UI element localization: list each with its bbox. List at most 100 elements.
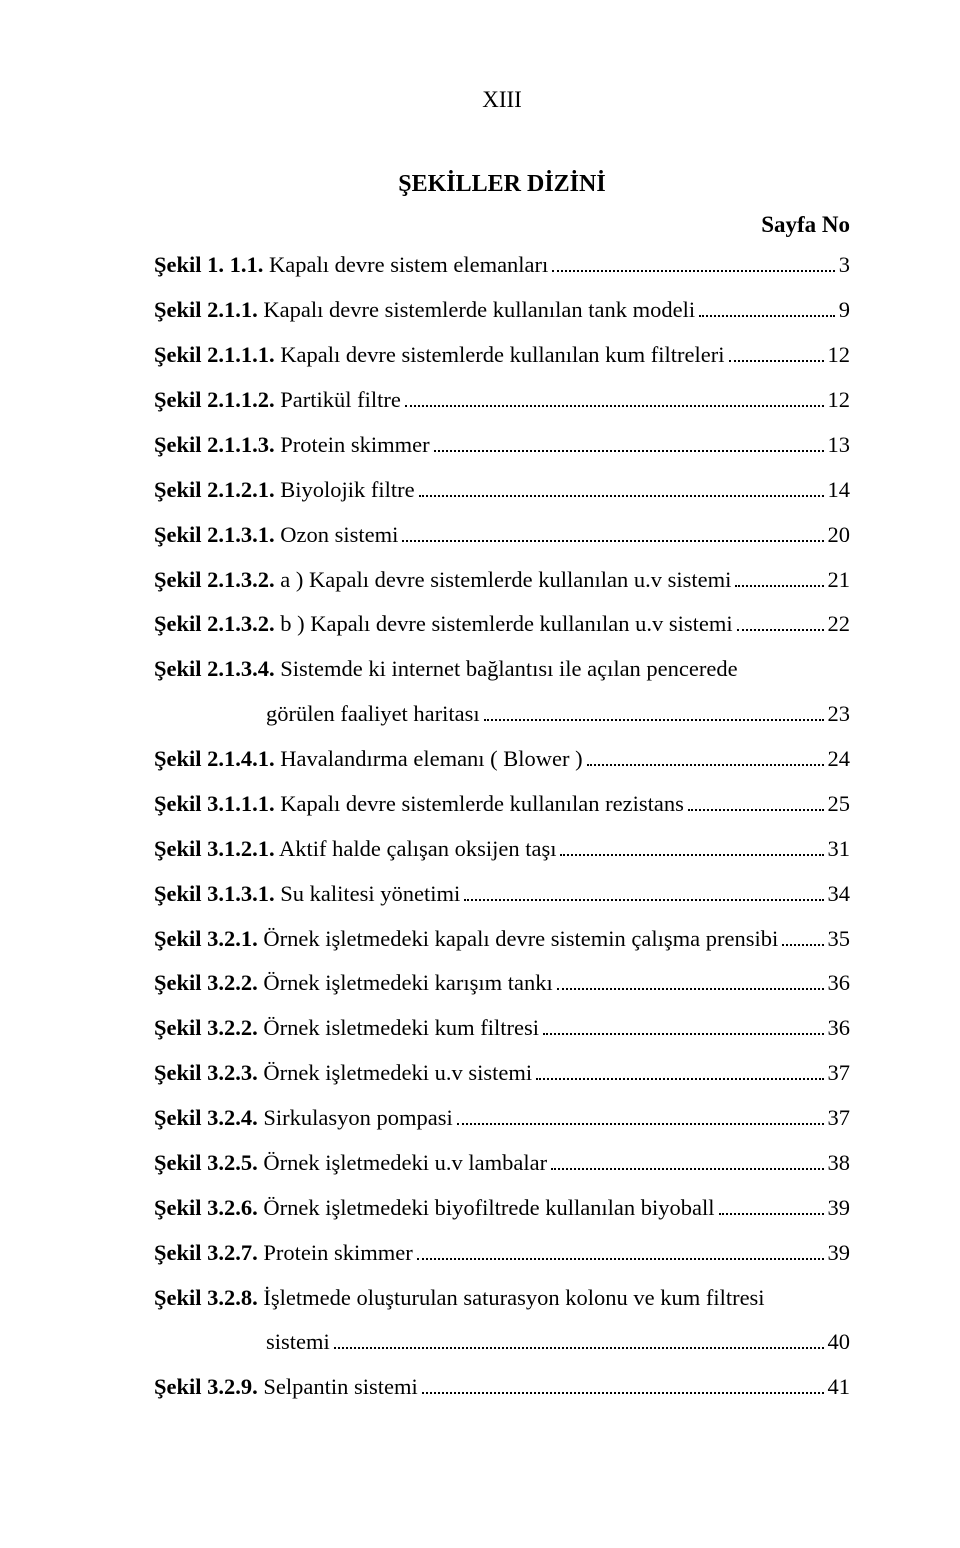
toc-entry-title: Selpantin sistemi [258,1374,418,1399]
page-roman-numeral: XIII [154,82,850,118]
toc-entry-title: Kapalı devre sistem elemanları [263,252,548,277]
toc-leader-dots [434,450,824,452]
toc-entry-title: Kapalı devre sistemlerde kullanılan tank… [258,297,695,322]
page-no-header: Sayfa No [154,207,850,243]
toc-entry-page: 31 [828,832,851,867]
toc-entry-page: 37 [828,1101,851,1136]
toc-entry: Şekil 3.2.5. Örnek işletmedeki u.v lamba… [154,1146,850,1181]
toc-entry-number: Şekil 3.2.4. [154,1105,258,1130]
toc-entry: Şekil 2.1.4.1. Havalandırma elemanı ( Bl… [154,742,850,777]
toc-entry-page: 40 [828,1325,851,1360]
toc-entry: Şekil 2.1.1.1. Kapalı devre sistemlerde … [154,338,850,373]
document-page: XIII ŞEKİLLER DİZİNİ Sayfa No Şekil 1. 1… [0,0,960,1548]
toc-entry-title: Örnek işletmedeki u.v lambalar [258,1150,547,1175]
toc-leader-dots [402,540,823,542]
toc-leader-dots [587,764,824,766]
toc-leader-dots [729,360,824,362]
toc-leader-dots [419,495,824,497]
toc-entry-page: 24 [828,742,851,777]
toc-entry-page: 35 [828,922,851,957]
toc-entry: Şekil 3.1.2.1. Aktif halde çalışan oksij… [154,832,850,867]
toc-entry: Şekil 3.1.1.1. Kapalı devre sistemlerde … [154,787,850,822]
toc-entry-title: Sirkulasyon pompasi [258,1105,453,1130]
toc-entry-number: Şekil 2.1.1.3. [154,432,275,457]
toc-leader-dots [560,854,823,856]
toc-entry-number: Şekil 2.1.1.2. [154,387,275,412]
toc-entry-title: Protein skimmer [258,1240,413,1265]
toc-entry-number: Şekil 2.1.3.2. [154,611,275,636]
toc-entry-page: 25 [828,787,851,822]
toc-entry-number: Şekil 2.1.2.1. [154,477,275,502]
toc-leader-dots [551,1168,823,1170]
toc-entry-page: 22 [828,607,851,642]
toc-leader-dots [552,270,834,272]
toc-leader-dots [735,585,823,587]
figures-toc: Şekil 1. 1.1. Kapalı devre sistem eleman… [154,248,850,1405]
toc-entry: Şekil 2.1.3.2. a ) Kapalı devre sistemle… [154,563,850,598]
toc-entry-title: Örnek işletmedeki u.v sistemi [258,1060,532,1085]
toc-entry-title: Kapalı devre sistemlerde kullanılan rezi… [275,791,684,816]
toc-entry-title: Havalandırma elemanı ( Blower ) [275,746,583,771]
toc-entry: Şekil 2.1.1.2. Partikül filtre12 [154,383,850,418]
toc-entry: Şekil 3.1.3.1. Su kalitesi yönetimi 34 [154,877,850,912]
toc-entry-number: Şekil 3.1.3.1. [154,881,275,906]
toc-entry-title: Biyolojik filtre [275,477,415,502]
toc-leader-dots [457,1123,824,1125]
toc-entry-title-continuation: görülen faaliyet haritası [266,697,480,732]
toc-entry-number: Şekil 1. 1.1. [154,252,263,277]
toc-entry-page: 20 [828,518,851,553]
toc-entry-number: Şekil 2.1.3.4. [154,656,275,681]
toc-entry-page: 39 [828,1236,851,1271]
toc-leader-dots [719,1213,824,1215]
toc-entry-title: Örnek işletmedeki biyofiltrede kullanıla… [258,1195,715,1220]
toc-entry-number: Şekil 3.2.6. [154,1195,258,1220]
toc-leader-dots [737,629,824,631]
toc-entry-title: Örnek işletmedeki kapalı devre sistemin … [258,926,778,951]
toc-entry-title: b ) Kapalı devre sistemlerde kullanılan … [275,611,733,636]
toc-entry-page: 39 [828,1191,851,1226]
toc-entry-page: 13 [828,428,851,463]
toc-entry-number: Şekil 2.1.4.1. [154,746,275,771]
toc-entry-number: Şekil 3.2.3. [154,1060,258,1085]
toc-leader-dots [484,719,824,721]
toc-entry: Şekil 3.2.7. Protein skimmer 39 [154,1236,850,1271]
toc-leader-dots [536,1078,823,1080]
toc-leader-dots [543,1033,824,1035]
toc-entry-page: 12 [828,338,851,373]
toc-leader-dots [557,988,824,990]
toc-entry: Şekil 2.1.3.1. Ozon sistemi20 [154,518,850,553]
toc-entry-page: 21 [828,563,851,598]
toc-entry-page: 9 [839,293,850,328]
toc-entry-page: 36 [828,1011,851,1046]
toc-entry-title: Sistemde ki internet bağlantısı ile açıl… [275,656,738,681]
toc-entry: Şekil 1. 1.1. Kapalı devre sistem eleman… [154,248,850,283]
toc-entry: Şekil 3.2.3. Örnek işletmedeki u.v siste… [154,1056,850,1091]
list-of-figures-title: ŞEKİLLER DİZİNİ [154,166,850,203]
toc-entry: Şekil 2.1.3.4. Sistemde ki internet bağl… [154,652,850,732]
toc-entry: Şekil 2.1.2.1. Biyolojik filtre 14 [154,473,850,508]
toc-entry: Şekil 2.1.1.3. Protein skimmer13 [154,428,850,463]
toc-entry: Şekil 2.1.3.2. b ) Kapalı devre sistemle… [154,607,850,642]
toc-leader-dots [417,1258,824,1260]
toc-entry-page: 37 [828,1056,851,1091]
toc-entry: Şekil 3.2.6. Örnek işletmedeki biyofiltr… [154,1191,850,1226]
toc-leader-dots [405,405,824,407]
toc-entry-page: 23 [828,697,851,732]
toc-entry-title: İşletmede oluşturulan saturasyon kolonu … [258,1285,765,1310]
toc-entry-number: Şekil 3.2.2. [154,970,258,995]
toc-entry: Şekil 3.2.2. Örnek işletmedeki karışım t… [154,966,850,1001]
toc-entry-number: Şekil 3.2.8. [154,1285,258,1310]
toc-entry-title: Partikül filtre [275,387,401,412]
toc-entry-title: Örnek işletmedeki karışım tankı [258,970,553,995]
toc-entry-page: 36 [828,966,851,1001]
toc-entry-page: 34 [828,877,851,912]
toc-entry-number: Şekil 3.1.2.1. [154,836,275,861]
toc-entry-title: a ) Kapalı devre sistemlerde kullanılan … [275,567,732,592]
toc-entry-title: Su kalitesi yönetimi [275,881,461,906]
toc-leader-dots [782,944,823,946]
toc-entry-number: Şekil 3.2.7. [154,1240,258,1265]
toc-entry-page: 14 [828,473,851,508]
toc-entry-number: Şekil 3.2.9. [154,1374,258,1399]
toc-entry: Şekil 3.2.1. Örnek işletmedeki kapalı de… [154,922,850,957]
toc-entry-number: Şekil 3.1.1.1. [154,791,275,816]
